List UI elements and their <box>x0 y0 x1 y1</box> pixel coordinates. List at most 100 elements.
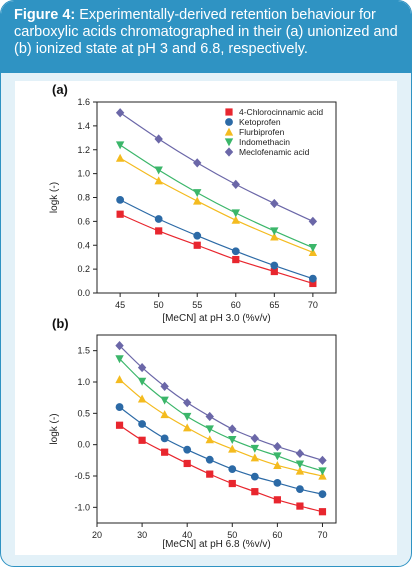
data-point <box>205 455 214 464</box>
data-point <box>228 479 236 488</box>
data-point <box>228 424 237 434</box>
y-tick-label: -1.0 <box>74 502 90 512</box>
data-point <box>193 189 202 198</box>
series-line <box>119 199 314 280</box>
data-point <box>231 209 240 218</box>
data-point <box>270 227 279 236</box>
data-point <box>193 231 202 240</box>
data-point <box>138 420 146 428</box>
data-point <box>270 261 279 270</box>
data-point <box>318 490 327 499</box>
y-tick-label: 0.0 <box>77 288 90 298</box>
data-point <box>270 198 279 209</box>
y-tick-label: -0.5 <box>74 471 90 481</box>
data-point <box>115 153 125 162</box>
data-point <box>231 179 240 189</box>
data-point <box>115 108 125 118</box>
legend-marker <box>224 138 234 147</box>
series-line <box>119 144 314 249</box>
y-tick-label: 0.2 <box>77 264 90 274</box>
data-point <box>137 377 147 386</box>
data-point <box>183 459 191 468</box>
data-point <box>295 448 305 459</box>
data-point <box>205 435 214 444</box>
data-point <box>154 176 163 185</box>
legend-label: Flurbiprofen <box>239 127 285 137</box>
series-line <box>119 345 323 461</box>
data-point <box>295 460 305 469</box>
x-tick-label: 50 <box>227 530 237 540</box>
data-point <box>318 467 327 476</box>
data-point <box>137 394 147 403</box>
data-point <box>251 488 259 496</box>
data-point <box>115 375 124 384</box>
data-point <box>160 410 169 419</box>
figure-caption: Figure 4: Experimentally-derived retenti… <box>1 1 411 73</box>
chart-svg: (a) 45 50 55 60 65 70 0.0 0.2 0.4 0.6 0.8 1.0 1.2 1.4 1… <box>49 82 337 550</box>
x-tick-label: 40 <box>182 530 192 540</box>
legend-label: Meclofenamic acid <box>239 147 310 157</box>
series-line <box>119 213 314 285</box>
data-point <box>308 216 318 226</box>
y-tick-label: 1.6 <box>77 97 90 107</box>
data-point <box>228 436 237 445</box>
data-point <box>182 423 192 432</box>
data-point <box>296 502 304 510</box>
data-point <box>154 166 163 175</box>
y-tick-label: 0.8 <box>77 193 90 203</box>
plot-frame <box>96 101 337 294</box>
data-point <box>193 241 201 249</box>
series-line <box>119 379 323 477</box>
data-point <box>161 448 169 456</box>
series-line <box>119 406 323 495</box>
x-tick-label: 70 <box>317 530 327 540</box>
x-tick-label: 70 <box>308 300 318 310</box>
data-point <box>138 436 146 444</box>
panel-label: (a) <box>52 82 68 97</box>
x-tick-label: 55 <box>192 300 202 310</box>
y-tick-label: 0.5 <box>77 408 90 418</box>
data-point <box>273 478 282 487</box>
data-point <box>318 508 327 516</box>
chart-panel: (a) 45 50 55 60 65 70 0.0 0.2 0.4 0.6 0.8 1.0 1.2 1.4 1… <box>15 81 397 555</box>
data-point <box>273 460 282 469</box>
data-point <box>270 267 278 276</box>
x-axis-label: [MeCN] at pH 3.0 (%v/v) <box>162 313 270 324</box>
caption-text: Experimentally-derived retention behavio… <box>14 7 398 57</box>
data-point <box>116 195 125 204</box>
x-tick-label: 45 <box>115 300 125 310</box>
data-point <box>231 247 240 256</box>
data-point <box>273 496 281 504</box>
data-point <box>154 134 163 144</box>
data-point <box>270 232 279 241</box>
data-point <box>206 470 214 478</box>
data-point <box>250 453 260 462</box>
data-point <box>228 444 237 453</box>
data-point <box>115 403 124 411</box>
x-tick-label: 30 <box>137 530 147 540</box>
legend-marker <box>225 118 233 126</box>
data-point <box>115 341 124 351</box>
y-axis-label: logk (-) <box>49 413 60 444</box>
data-point <box>115 355 124 364</box>
data-point <box>193 196 202 205</box>
legend-marker <box>225 108 233 116</box>
data-point <box>116 210 124 218</box>
data-point <box>308 244 318 253</box>
data-point <box>205 411 214 422</box>
caption-lead: Figure 4: <box>14 7 76 23</box>
data-point <box>273 452 282 461</box>
plot-frame <box>96 334 337 524</box>
data-point <box>250 433 260 443</box>
data-point <box>182 398 192 408</box>
series-line <box>119 112 314 222</box>
data-point <box>183 445 192 454</box>
data-point <box>155 227 163 235</box>
legend-marker <box>224 127 234 136</box>
data-point <box>193 158 202 168</box>
y-tick-label: 1.5 <box>77 346 90 356</box>
x-tick-label: 65 <box>269 300 279 310</box>
data-point <box>160 396 169 405</box>
legend-label: Ketoprofen <box>239 117 281 127</box>
